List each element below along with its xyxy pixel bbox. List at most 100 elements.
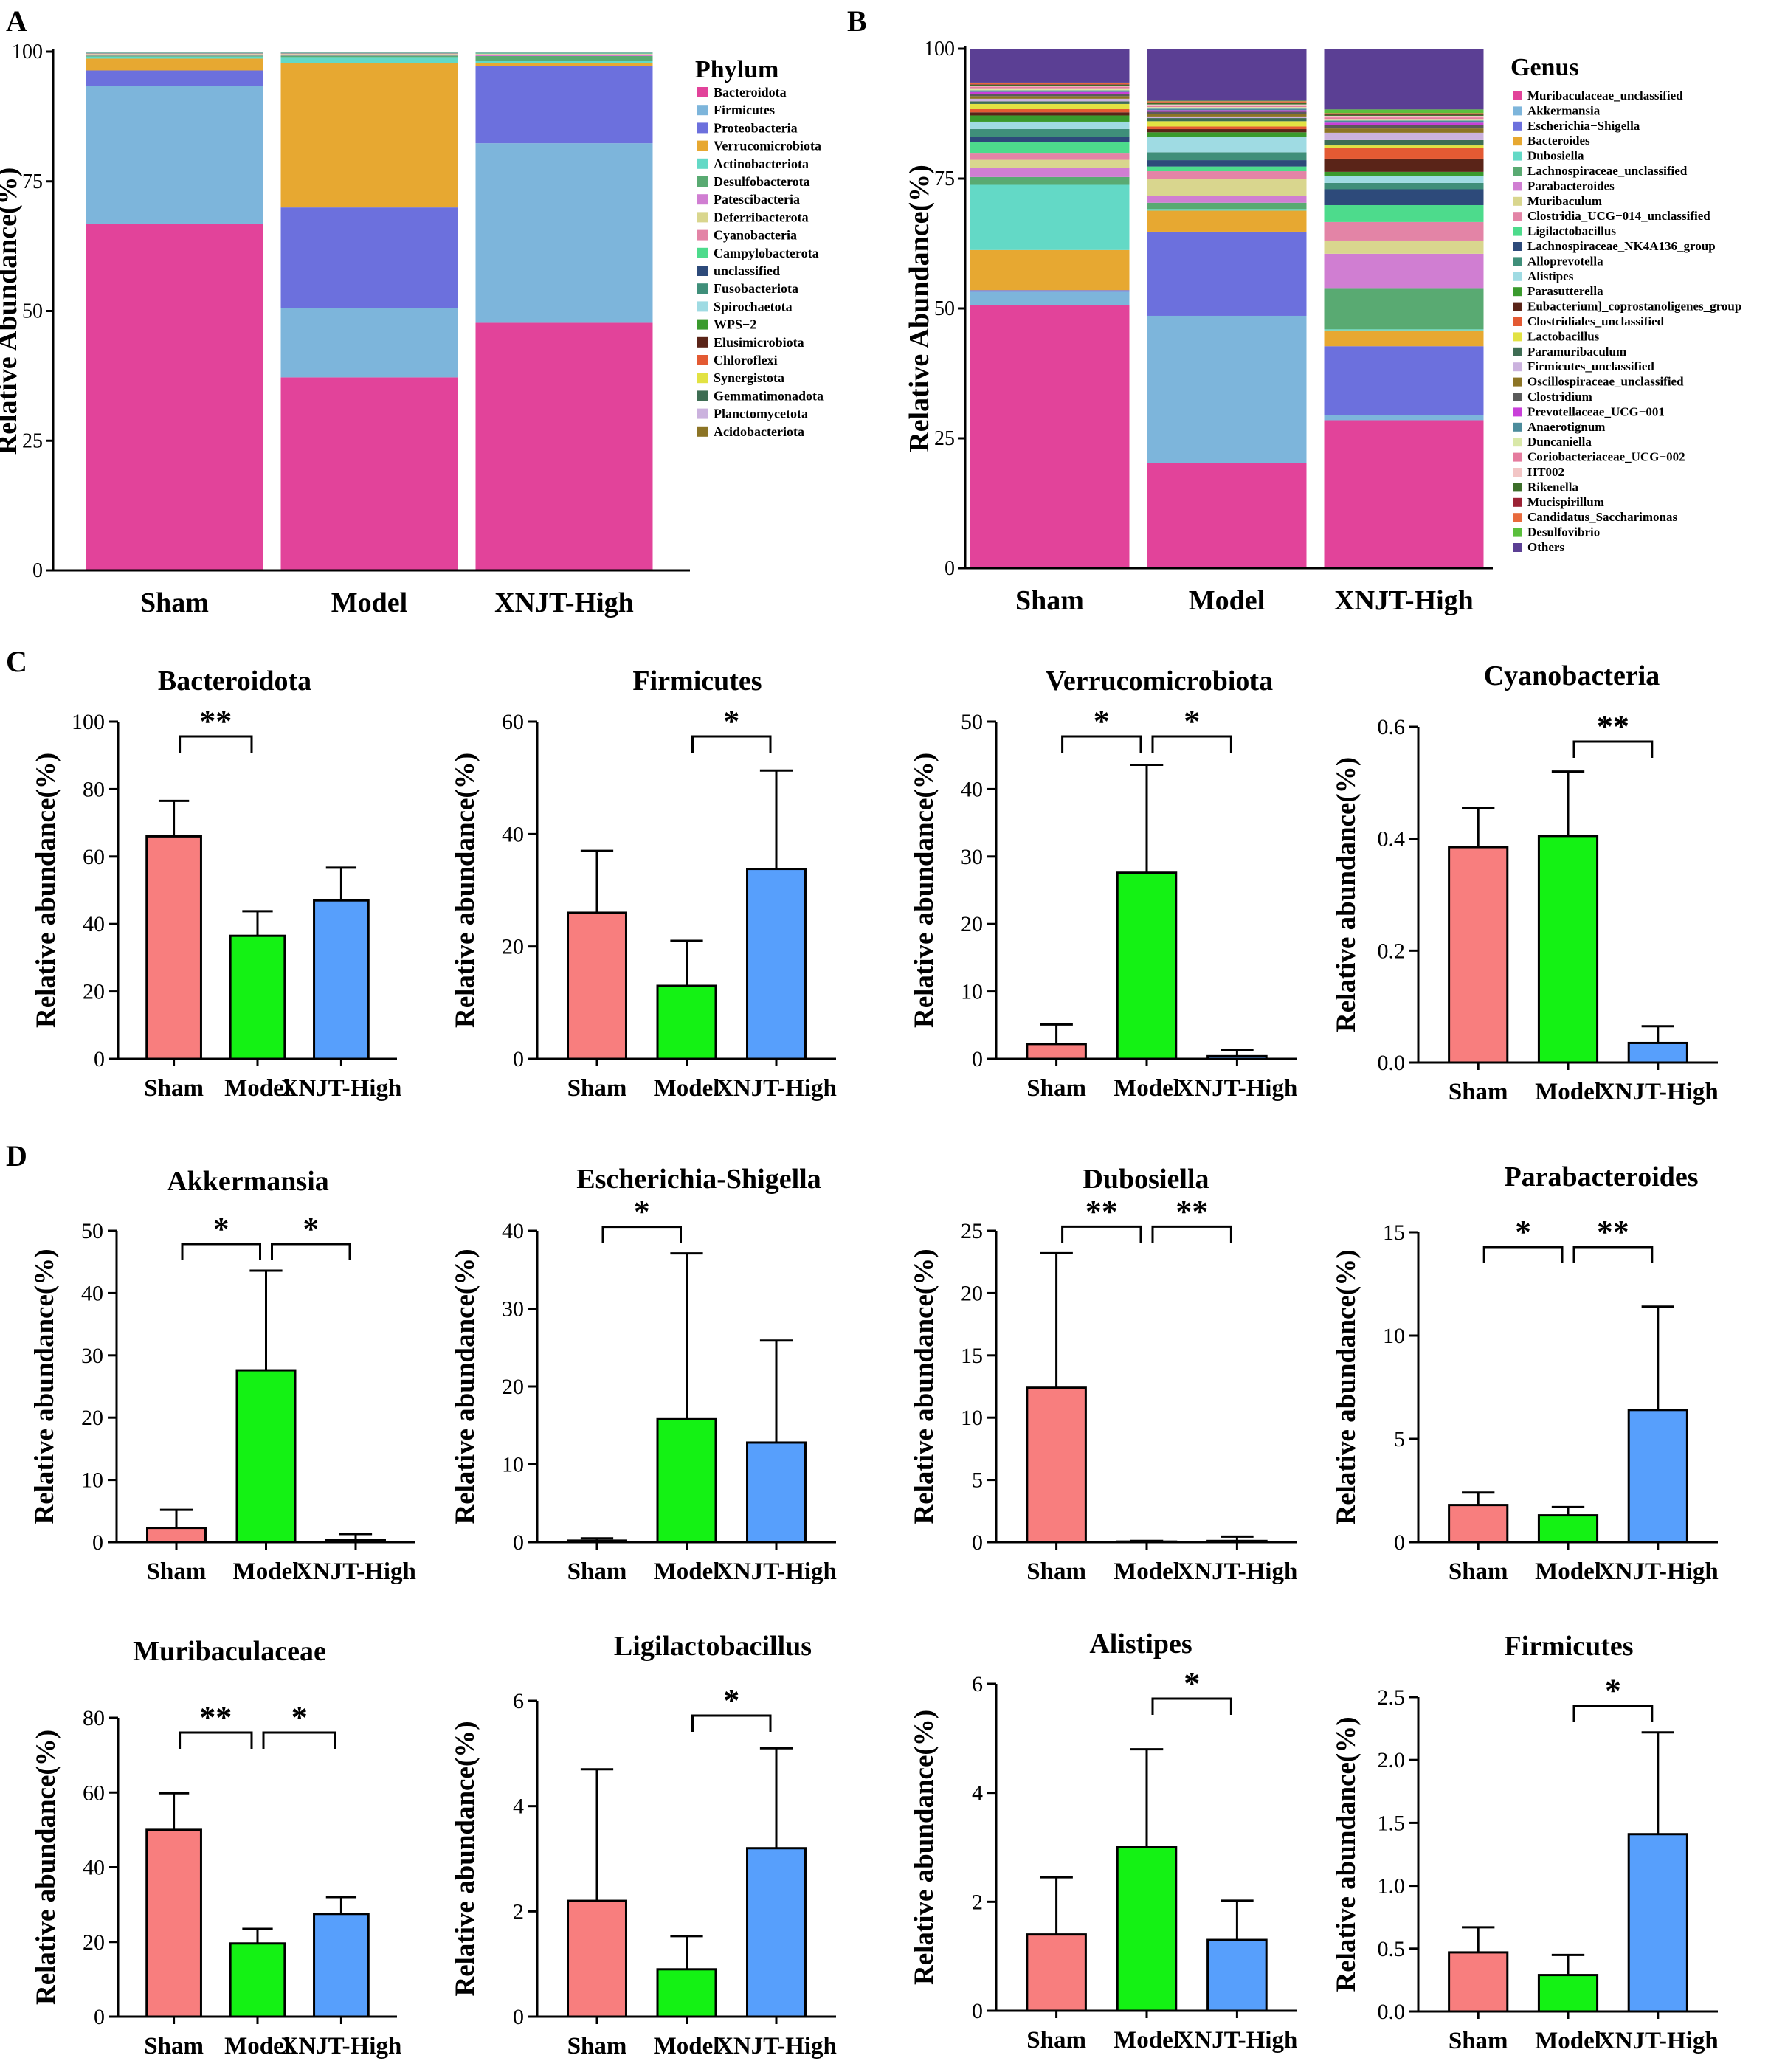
panel-label-c: C [6,645,27,678]
x-tick-label: Sham [140,587,209,618]
bar-segment-duncaniella [970,88,1130,91]
significance-label: * [1184,703,1200,739]
legend-swatch [1513,121,1522,131]
legend-swatch [697,87,708,97]
legend-swatch [1513,422,1522,432]
bar-segment-deferribacterota [86,54,263,55]
bar-segment-actinobacteriota [86,56,263,59]
significance-label: ** [199,1699,232,1736]
x-tick-label: Model [224,2033,291,2059]
significance-label: ** [1597,1214,1629,1250]
legend-swatch [697,319,708,330]
legend-swatch [697,301,708,312]
y-tick-label: 4 [972,1781,983,1806]
significance-bracket [1482,1246,1564,1263]
legend-label: Escherichia−Shigella [1527,119,1640,133]
legend-label: Verrucomicrobiota [714,139,821,153]
bar-segment-eubacterium-coprostanoligenes-group [970,112,1130,116]
bar-segment-escherichia-shigella [1147,231,1307,316]
y-tick-label: 10 [1383,1324,1405,1348]
significance-label: ** [1597,708,1629,745]
legend-label: Lachnospiraceae_unclassified [1527,164,1688,178]
significance-bracket [262,1731,336,1749]
x-tick-label: XNJT-High [280,2033,401,2059]
bar-sham [1026,1386,1087,1544]
y-tick-label: 0 [94,2005,105,2029]
significance-label: ** [199,703,232,739]
bar-segment-escherichia-shigella [970,290,1130,292]
significance-label: * [723,703,739,739]
bar-sham [1026,1933,1087,2012]
bar-segment-mucispirillum [970,84,1130,85]
bar-segment-lachnospiraceae-nk4a136-group [970,137,1130,142]
panel-label-b: B [847,4,867,38]
y-tick-label: 0 [1394,1530,1405,1555]
legend-label: Alistipes [1527,269,1574,283]
legend-label: Lactobacillus [1527,329,1600,343]
legend-swatch [697,355,708,365]
bar-segment-duncaniella [1147,107,1307,109]
bar-segment-parasutterella [970,115,1130,122]
legend-swatch [697,390,708,401]
y-tick-label: 20 [502,1375,524,1399]
y-tick-label: 0 [972,1530,983,1555]
chart-title: Bacteroidota [158,666,311,697]
significance-bracket [1572,740,1654,758]
y-tick-label: 2.0 [1378,1748,1406,1772]
legend-label: Anaerotignum [1527,420,1605,434]
legend-label: Candidatus_Saccharimonas [1527,510,1677,524]
y-tick-label: 25 [961,1219,983,1243]
legend-swatch [697,336,708,348]
bar-sham [1448,1951,1509,2013]
y-tick-label: 80 [83,1706,105,1730]
legend-label: Patescibacteria [714,192,800,207]
bar-xnjt-high [1206,1938,1268,2012]
bar-sham [145,1828,202,2018]
y-tick-label: 75 [934,168,955,190]
bar-segment-ht002 [1147,104,1307,106]
y-axis-label: Relative abundance(%) [909,753,939,1028]
bar-segment-patescibacteria [475,54,653,57]
legend-label: Cyanobacteria [714,228,797,243]
bar-model [229,934,286,1060]
bar-segment-oscillospiraceae-unclassified [1147,114,1307,117]
legend-swatch [1513,497,1522,507]
legend-swatch [697,408,708,419]
significance-label: * [634,1194,650,1230]
bar-segment-coriobacteriaceae-ucg-002 [1147,105,1307,108]
legend-swatch [1513,377,1522,387]
y-tick-label: 60 [83,1781,105,1805]
bar-segment-proteobacteria [280,207,458,308]
y-tick-label: 40 [961,777,983,801]
legend-label: Duncaniella [1527,435,1592,449]
y-axis-label: Relative abundance(%) [1331,757,1361,1032]
bar-segment-cyanobacteria [280,53,458,55]
y-tick-label: 30 [502,1297,524,1322]
y-tick-label: 50 [961,710,983,734]
legend-label: Paramuribaculum [1527,345,1626,359]
legend-swatch [1513,302,1522,311]
bar-segment-verrucomicrobiota [86,58,263,71]
significance-label: * [213,1211,229,1247]
legend-label: Proteobacteria [714,120,798,135]
y-tick-label: 0 [513,2005,524,2029]
bar-segment-prevotellaceae-ucg-001 [970,91,1130,94]
bar-segment-alloprevotella [1324,182,1484,190]
bar-segment-duncaniella [1324,119,1484,121]
bar-sham [1448,846,1509,1064]
bar-segment-alistipes [1324,176,1484,183]
legend-swatch [1513,452,1522,462]
legend-label: Bacteroidota [714,85,787,100]
bar-segment-anaerotignum [1147,108,1307,111]
legend-swatch [697,373,708,384]
y-tick-label: 30 [81,1344,103,1368]
legend-swatch [697,212,708,223]
legend-swatch [1513,272,1522,281]
legend-swatch [1513,287,1522,297]
legend-swatch [1513,362,1522,372]
y-tick-label: 20 [83,980,105,1004]
x-tick-label: Model [1535,1079,1601,1105]
bar-segment-clostridium [1147,111,1307,114]
bar-segment-lactobacillus [970,103,1130,109]
y-tick-label: 10 [81,1468,103,1493]
